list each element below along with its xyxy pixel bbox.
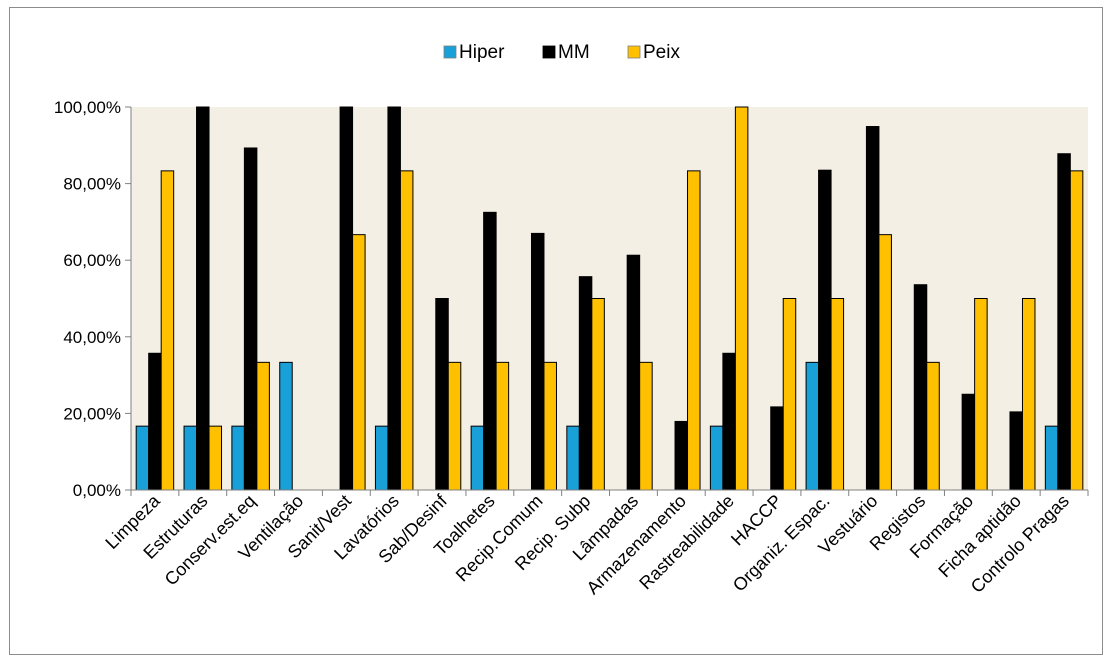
legend-label: MM (558, 42, 590, 63)
bar-hiper (374, 425, 389, 491)
bar-peix (256, 361, 270, 491)
bar-peix (1069, 170, 1084, 491)
bar-hiper (1044, 425, 1059, 491)
bar-mm (435, 298, 449, 491)
bar-mm (1057, 153, 1071, 491)
bar-peix (830, 298, 845, 491)
bar-mm (148, 352, 162, 491)
bar-mm (674, 420, 689, 491)
bar-mm (1009, 411, 1023, 491)
bar-mm (865, 126, 880, 491)
bar-peix (687, 170, 701, 491)
bar-hiper (135, 425, 150, 491)
bar-mm (913, 284, 928, 491)
plot-area (131, 107, 1088, 490)
y-tick-label: 60,00% (63, 251, 121, 270)
y-tick-label: 20,00% (63, 404, 121, 423)
bar-mm (626, 254, 641, 491)
legend-label: Hiper (459, 42, 505, 63)
bar-hiper (231, 425, 245, 491)
bar-mm (196, 106, 210, 491)
bar-mm (578, 276, 593, 491)
bar-hiper (709, 425, 724, 491)
bar-peix (782, 298, 797, 491)
bar-mm (770, 406, 784, 491)
bar-peix (974, 298, 988, 491)
bar-peix (878, 234, 892, 491)
bar-peix (352, 234, 366, 491)
bar-peix (734, 106, 749, 491)
bar-peix (639, 361, 653, 491)
bar-mm (961, 393, 976, 491)
bar-peix (1021, 298, 1036, 491)
bar-mm (243, 147, 258, 491)
bar-peix (447, 361, 462, 491)
bar-peix (160, 170, 175, 491)
bar-hiper (470, 425, 485, 491)
legend-swatch (443, 45, 457, 59)
y-tick-label: 0,00% (73, 481, 121, 500)
bar-mm (387, 106, 401, 491)
legend-label: Peix (643, 42, 680, 63)
bar-mm (722, 352, 736, 491)
bar-hiper (566, 425, 580, 491)
y-tick-label: 80,00% (63, 175, 121, 194)
bar-hiper (805, 361, 820, 491)
bar-hiper (279, 361, 293, 491)
bar-peix (591, 298, 605, 491)
bar-mm (483, 211, 497, 491)
bar-peix (399, 170, 414, 491)
bar-peix (495, 361, 510, 491)
x-tick-label: Ficha aptidão (934, 491, 1025, 582)
legend-swatch (542, 45, 556, 59)
bar-mm (530, 232, 545, 491)
bar-mm (818, 169, 832, 491)
bar-hiper (183, 425, 198, 491)
bar-peix (208, 425, 223, 491)
bar-peix (926, 361, 940, 491)
bar-peix (543, 361, 557, 491)
legend-swatch (627, 45, 641, 59)
y-tick-label: 100,00% (54, 98, 121, 117)
y-tick-label: 40,00% (63, 328, 121, 347)
bar-mm (339, 106, 354, 491)
